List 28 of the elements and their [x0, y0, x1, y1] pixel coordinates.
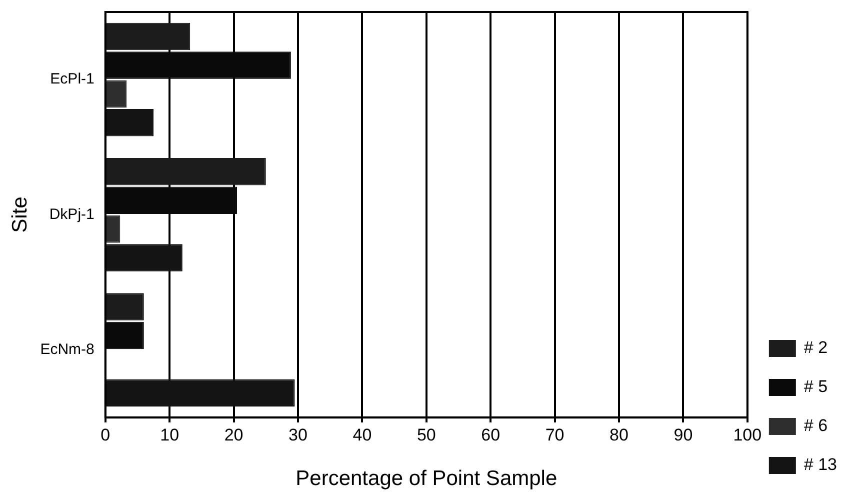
y-tick-label: EcNm-8: [40, 340, 94, 358]
legend-label: # 6: [804, 416, 828, 436]
x-axis-title: Percentage of Point Sample: [296, 467, 558, 490]
bar: [106, 244, 182, 272]
bar: [106, 22, 190, 50]
y-tick-label: DkPj-1: [49, 206, 94, 223]
x-tick-label: 10: [160, 425, 180, 444]
bar: [106, 109, 154, 136]
x-tick-label: 30: [288, 425, 308, 444]
bar: [106, 158, 266, 186]
bar: [106, 215, 120, 243]
legend-label: # 13: [804, 455, 838, 474]
x-tick-label: 0: [100, 425, 110, 444]
y-axis-title: Site: [8, 196, 32, 233]
x-tick-label: 20: [224, 425, 244, 444]
x-tick-label: 40: [352, 425, 372, 444]
y-tick-label: EcPl-1: [50, 70, 94, 88]
x-tick-label: 80: [610, 425, 628, 444]
bar: [106, 80, 127, 108]
x-tick-label: 60: [481, 425, 500, 444]
bar: [106, 293, 144, 320]
legend-label: # 5: [804, 377, 828, 396]
x-tick-label: 100: [733, 425, 762, 444]
x-tick-label: 90: [674, 425, 693, 444]
x-tick-label: 50: [416, 425, 436, 444]
x-tick-label: 70: [545, 425, 564, 444]
bar: [106, 379, 295, 407]
legend-label: # 2: [804, 338, 828, 358]
